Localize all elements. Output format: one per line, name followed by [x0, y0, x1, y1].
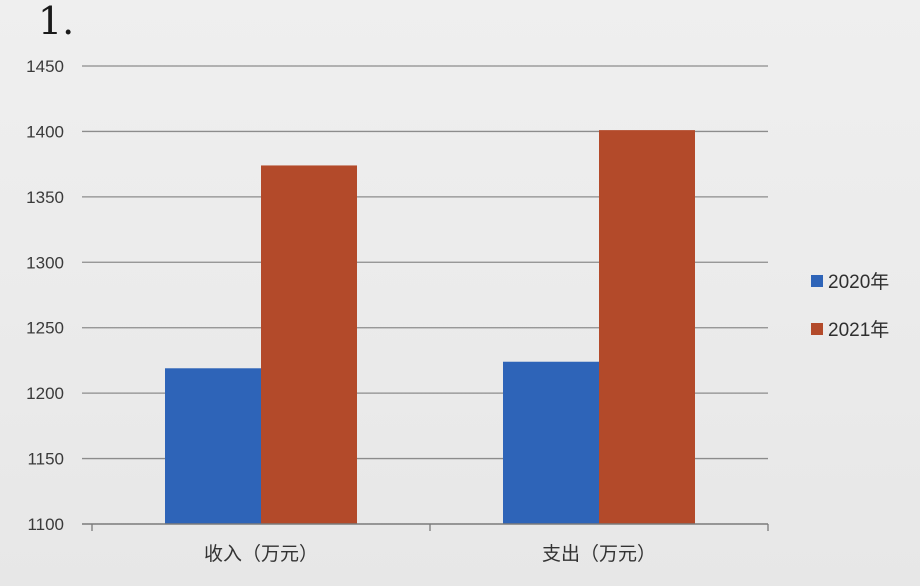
y-tick-label: 1300 — [26, 253, 64, 272]
bar-2021-income — [261, 165, 357, 525]
y-tick-label: 1250 — [26, 319, 64, 338]
question-number: 1. — [38, 0, 75, 43]
x-category-label: 支出（万元） — [542, 543, 656, 565]
bar-2021-expense — [599, 130, 695, 524]
y-tick-label: 1150 — [27, 450, 64, 469]
y-tick-label: 1100 — [27, 515, 64, 534]
x-category-label: 收入（万元） — [204, 543, 318, 565]
y-tick-label: 1350 — [26, 188, 64, 207]
y-tick-label: 1200 — [26, 384, 64, 403]
x-axis — [82, 523, 769, 531]
bars — [165, 130, 695, 525]
y-tick-label: 1400 — [26, 122, 64, 141]
x-axis-category-labels: 收入（万元） 支出（万元） — [204, 543, 656, 565]
y-tick-label: 1450 — [26, 57, 64, 76]
legend-label: 2021年 — [828, 319, 889, 341]
legend: 2020年 2021年 — [811, 271, 889, 341]
legend-swatch — [811, 275, 823, 287]
bar-2020-income — [165, 368, 261, 524]
bar-2020-expense — [503, 361, 599, 524]
legend-label: 2020年 — [828, 271, 889, 293]
y-axis-tick-labels: 1100 1150 1200 1250 1300 1350 1400 1450 — [26, 57, 64, 534]
legend-swatch — [811, 323, 823, 335]
